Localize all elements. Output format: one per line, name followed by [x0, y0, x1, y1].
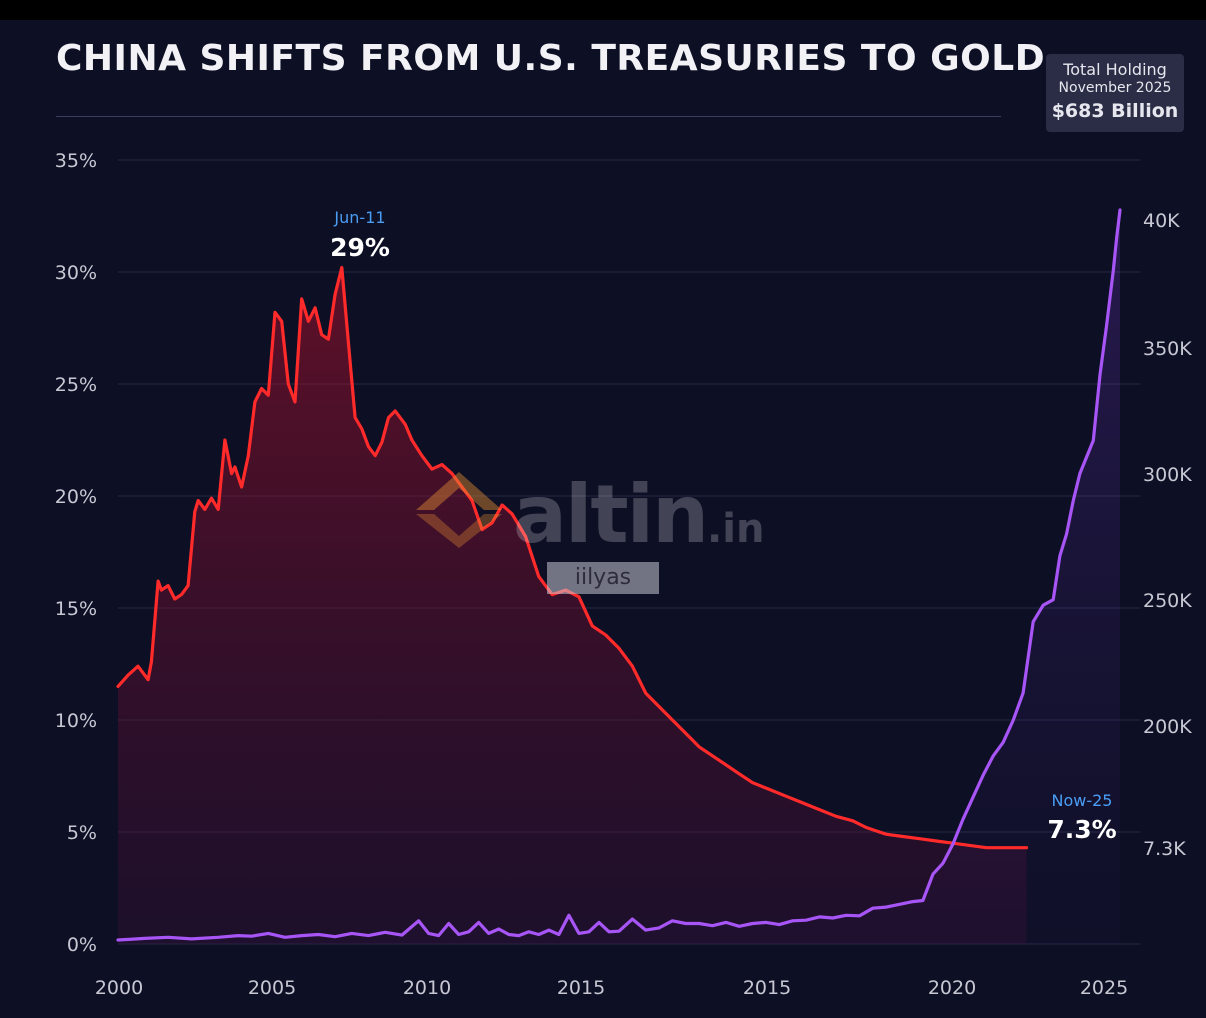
right-axis-labels: 7.3K 200K 250K 300K 350K 40K	[1143, 210, 1192, 860]
y-right-tick-label: 300K	[1143, 464, 1192, 486]
x-axis-labels: 2000 2005 2010 2015 2015 2020 2025	[95, 977, 1128, 999]
y-left-tick-label: 5%	[67, 822, 97, 844]
y-left-tick-label: 15%	[55, 598, 97, 620]
annotation-date: Jun-11	[333, 208, 385, 227]
annotation-date: Now-25	[1052, 791, 1113, 810]
series-lines	[116, 208, 1122, 942]
x-tick-label: 2015	[557, 977, 605, 999]
left-axis-labels: 0% 5% 10% 15% 20% 25% 30% 35%	[55, 150, 97, 956]
top-bar	[0, 0, 1206, 20]
annotation-value: 29%	[330, 233, 390, 262]
y-right-tick-label: 350K	[1143, 338, 1192, 360]
gold-holdings-line	[116, 208, 1122, 942]
holding-value: $683 Billion	[1051, 100, 1179, 122]
annotation-value: 7.3%	[1047, 815, 1116, 844]
holding-label: Total Holding	[1063, 60, 1167, 79]
treasury-share-line	[116, 265, 1029, 850]
y-left-tick-label: 0%	[67, 934, 97, 956]
gold-area	[118, 210, 1120, 944]
y-left-tick-label: 30%	[55, 262, 97, 284]
total-holding-badge: Total Holding November 2025 $683 Billion	[1046, 54, 1184, 132]
x-tick-label: 2010	[403, 977, 451, 999]
x-tick-label: 2015	[743, 977, 791, 999]
x-tick-label: 2000	[95, 977, 143, 999]
y-left-tick-label: 20%	[55, 486, 97, 508]
watermark-sub: iilyas	[547, 562, 659, 594]
y-right-tick-label: 250K	[1143, 590, 1192, 612]
treasury-area	[118, 267, 1027, 944]
y-left-tick-label: 25%	[55, 374, 97, 396]
y-right-tick-label: 7.3K	[1143, 838, 1186, 860]
y-left-tick-label: 35%	[55, 150, 97, 172]
x-tick-label: 2005	[248, 977, 296, 999]
annotations: Jun-11 29% Now-25 7.3%	[330, 208, 1117, 844]
chart-title: CHINA SHIFTS FROM U.S. TREASURIES TO GOL…	[56, 38, 1046, 79]
holding-date: November 2025	[1058, 80, 1172, 96]
area-fills	[118, 210, 1120, 944]
title-divider	[56, 116, 1001, 117]
watermark-suffix: .in	[707, 506, 765, 552]
watermark-logo-icon	[416, 472, 502, 548]
watermark: altin.in	[418, 468, 764, 561]
watermark-brand: altin	[513, 468, 709, 561]
y-left-tick-label: 10%	[55, 710, 97, 732]
y-right-tick-label: 40K	[1143, 210, 1180, 232]
x-tick-label: 2020	[928, 977, 976, 999]
y-right-tick-label: 200K	[1143, 716, 1192, 738]
x-tick-label: 2025	[1080, 977, 1128, 999]
